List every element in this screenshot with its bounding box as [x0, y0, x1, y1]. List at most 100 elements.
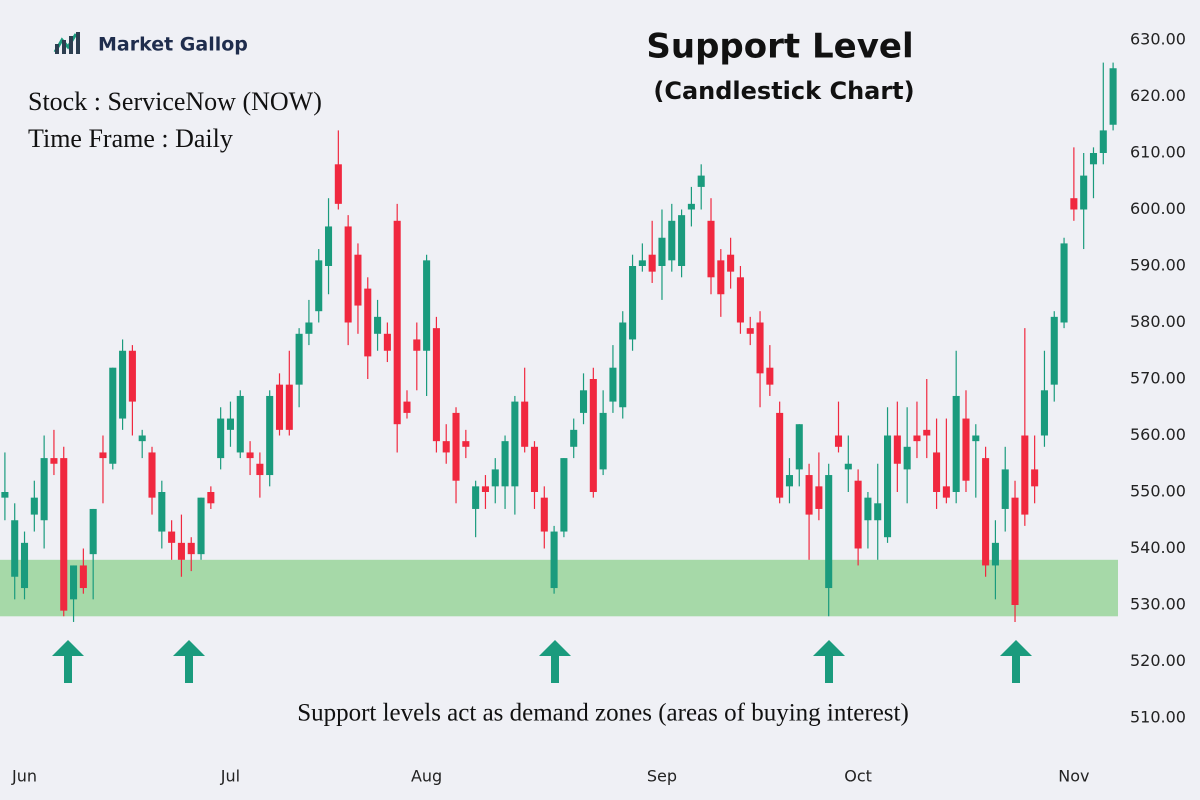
logo-text: Market Gallop	[98, 34, 248, 56]
candle-body	[50, 458, 58, 464]
candle-body	[805, 475, 813, 515]
candle-body	[275, 384, 284, 430]
candle-body	[658, 237, 666, 266]
candle-body	[423, 260, 431, 351]
candle-body	[697, 175, 705, 187]
candle-body	[266, 395, 274, 476]
logo-icon	[55, 44, 59, 54]
candle-body	[138, 435, 146, 442]
annotation: Time Frame : Daily	[28, 124, 233, 153]
y-tick-label: 580.00	[1130, 312, 1186, 331]
candle-body	[1, 492, 9, 498]
candle-body	[20, 542, 29, 589]
x-tick-label: Nov	[1058, 767, 1089, 786]
candle-body	[785, 475, 793, 487]
candle-body	[99, 452, 107, 459]
candle-body	[550, 531, 558, 589]
candle-body	[560, 458, 568, 532]
candle-body	[991, 542, 999, 566]
candle-body	[609, 367, 617, 402]
candle-body	[589, 379, 597, 492]
candle-body	[158, 492, 166, 532]
candle-body	[1070, 198, 1078, 210]
candles	[1, 62, 1117, 622]
annotation: Stock : ServiceNow (NOW)	[28, 87, 322, 116]
annotation: Support levels act as demand zones (area…	[297, 700, 909, 727]
arrow	[52, 640, 84, 683]
chart-title: Support Level	[646, 27, 913, 67]
y-tick-label: 530.00	[1130, 595, 1186, 614]
arrow	[1000, 640, 1032, 683]
candle-body	[256, 463, 264, 476]
candle-body	[854, 480, 862, 549]
candle-body	[530, 446, 539, 492]
candle-body	[766, 367, 774, 385]
candle-body	[364, 288, 372, 357]
support-zone	[0, 559, 1118, 617]
candle-body	[648, 254, 656, 272]
candle-body	[315, 260, 323, 312]
candle-body	[354, 254, 362, 306]
candle-body	[197, 497, 205, 555]
candle-body	[579, 390, 588, 413]
candle-body	[982, 458, 990, 566]
x-tick-label: Jun	[11, 767, 37, 786]
candle-body	[481, 486, 489, 492]
candle-body	[570, 429, 578, 447]
candle-body	[79, 565, 87, 589]
candle-body	[452, 412, 460, 481]
candle-body	[1050, 316, 1058, 385]
candle-body	[972, 435, 980, 442]
y-tick-label: 630.00	[1130, 30, 1186, 49]
candle-body	[1109, 68, 1117, 125]
candle-body	[1021, 435, 1029, 515]
candle-body	[864, 497, 872, 521]
arrow	[539, 640, 571, 683]
candle-body	[884, 435, 892, 538]
candle-body	[795, 424, 803, 470]
candle-body	[344, 226, 352, 323]
candle-body	[325, 226, 333, 266]
candle-body	[746, 328, 754, 334]
candle-body	[834, 435, 843, 447]
candle-body	[207, 492, 215, 504]
candle-body	[462, 441, 470, 447]
candle-body	[187, 542, 195, 555]
candle-body	[933, 452, 941, 492]
candle-body	[727, 254, 735, 272]
candle-body	[619, 322, 627, 408]
candle-body	[413, 339, 421, 351]
x-tick-label: Sep	[647, 767, 677, 786]
candle-body	[374, 316, 382, 334]
candle-body	[815, 486, 823, 509]
candle-body	[246, 452, 254, 459]
candle-body	[599, 412, 607, 470]
candle-body	[109, 367, 117, 464]
candle-body	[285, 384, 293, 430]
candle-body	[11, 520, 19, 577]
logo-icon	[62, 40, 66, 54]
candle-body	[168, 531, 176, 543]
candle-body	[40, 458, 48, 521]
y-tick-label: 600.00	[1130, 199, 1186, 218]
candle-body	[668, 220, 676, 261]
logo: Market Gallop	[53, 32, 248, 56]
candle-body	[70, 565, 78, 600]
candle-body	[962, 418, 970, 481]
candle-body	[1060, 243, 1068, 323]
candle-body	[217, 418, 225, 459]
candle-body	[825, 475, 833, 589]
candle-body	[177, 542, 185, 560]
arrow	[173, 640, 205, 683]
candle-body	[687, 203, 695, 210]
y-tick-label: 610.00	[1130, 143, 1186, 162]
candle-body	[442, 441, 450, 453]
candle-body	[295, 333, 303, 385]
candle-body	[1011, 497, 1019, 605]
candle-body	[707, 220, 715, 278]
candle-body	[148, 452, 156, 498]
candle-body	[30, 497, 38, 515]
candle-body	[952, 395, 960, 492]
logo-icon	[76, 32, 80, 54]
